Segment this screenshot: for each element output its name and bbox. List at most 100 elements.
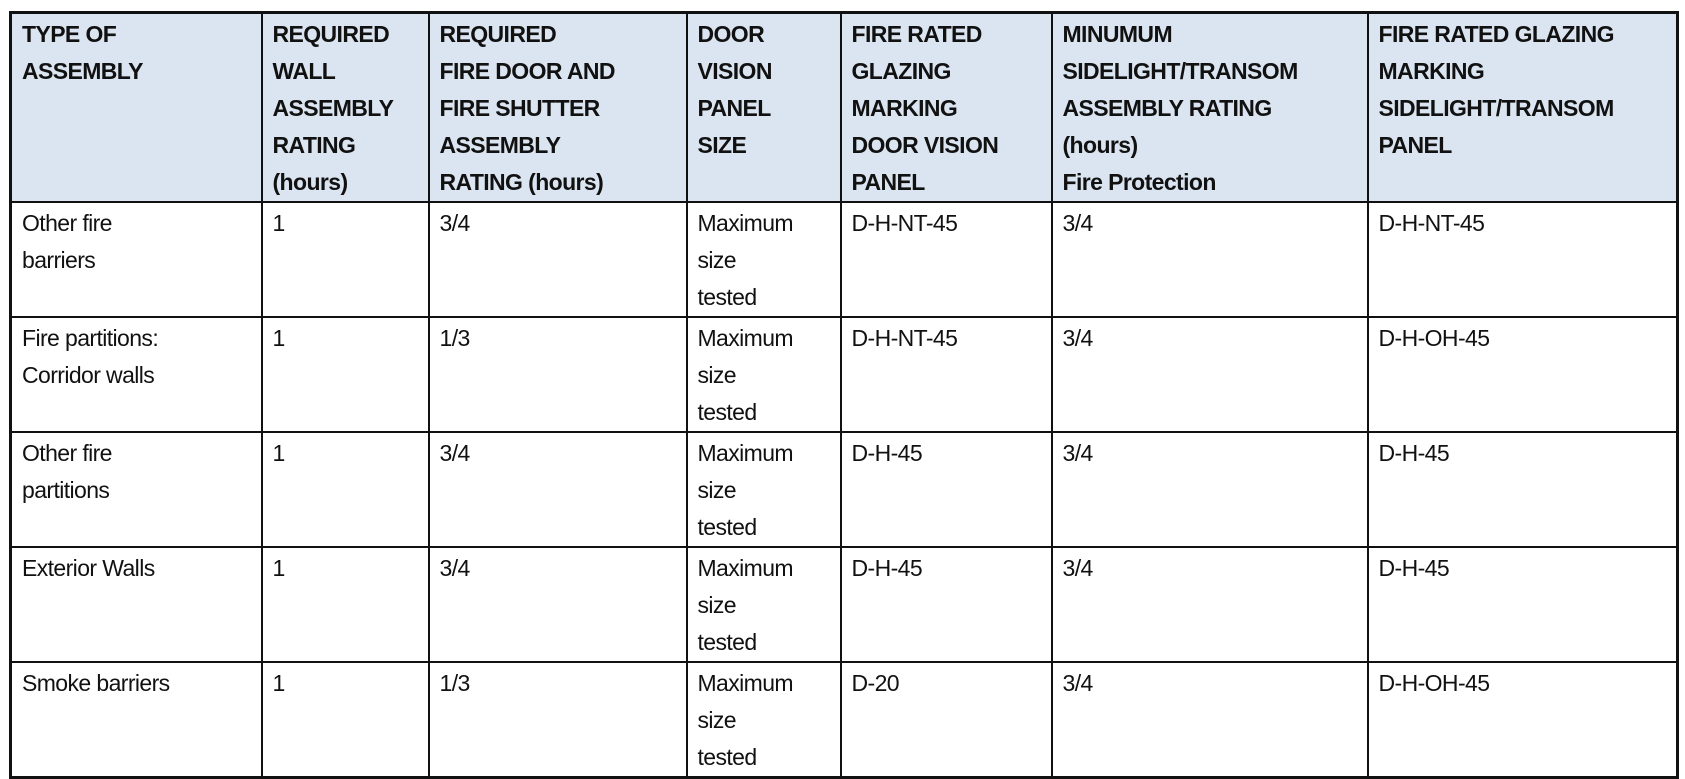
header-line: VISION xyxy=(697,58,773,84)
header-line: DOOR VISION xyxy=(851,132,999,158)
header-line: ASSEMBLY RATING xyxy=(1062,95,1273,121)
cell-sidelight-rating: 3/4 xyxy=(1050,201,1369,318)
header-wall-rating: REQUIRED WALL ASSEMBLY RATING (hours) xyxy=(260,11,430,203)
cell-glazing-marking-door: D-H-NT-45 xyxy=(839,201,1053,318)
cell-line: Maximum xyxy=(697,325,794,351)
cell-wall-rating: 1 xyxy=(260,201,430,318)
cell-line: Smoke barriers xyxy=(22,670,170,696)
cell-glazing-marking-sidelight: D-H-45 xyxy=(1366,546,1679,663)
table-body: Other fire barriers 1 3/4 Maximum size tested D… xyxy=(9,201,1679,779)
cell-sidelight-rating: 3/4 xyxy=(1050,431,1369,548)
cell-sidelight-rating: 3/4 xyxy=(1050,546,1369,663)
header-line: SIZE xyxy=(697,132,747,158)
header-glazing-marking-sidelight: FIRE RATED GLAZING MARKING SIDELIGHT/TRANS… xyxy=(1366,11,1679,203)
table-row: Other fire barriers 1 3/4 Maximum size tested D… xyxy=(9,201,1679,318)
header-line: FIRE DOOR AND xyxy=(439,58,616,84)
table-row: Exterior Walls 1 3/4 Maximum size tested D-H-4… xyxy=(9,546,1679,663)
cell-vision-panel-size: Maximum size tested xyxy=(685,316,842,433)
cell-line: Fire partitions: xyxy=(22,325,159,351)
cell-type-of-assembly: Other fire barriers xyxy=(9,201,263,318)
cell-line: size xyxy=(697,362,737,388)
cell-line: tested xyxy=(697,284,758,310)
header-line: ASSEMBLY xyxy=(22,58,143,84)
cell-wall-rating: 1 xyxy=(260,546,430,663)
cell-line: size xyxy=(697,477,737,503)
cell-line: tested xyxy=(697,744,758,770)
table-row: Other fire partitions 1 3/4 Maximum size teste… xyxy=(9,431,1679,548)
header-line: FIRE RATED GLAZING xyxy=(1378,21,1615,47)
cell-glazing-marking-door: D-20 xyxy=(839,661,1053,779)
cell-line: size xyxy=(697,592,737,618)
header-line: ASSEMBLY xyxy=(272,95,394,121)
cell-vision-panel-size: Maximum size tested xyxy=(685,546,842,663)
cell-type-of-assembly: Fire partitions: Corridor walls xyxy=(9,316,263,433)
cell-line: size xyxy=(697,707,737,733)
cell-line: size xyxy=(697,247,737,273)
cell-glazing-marking-sidelight: D-H-NT-45 xyxy=(1366,201,1679,318)
cell-door-rating: 1/3 xyxy=(427,661,688,779)
cell-vision-panel-size: Maximum size tested xyxy=(685,661,842,779)
header-row: TYPE OF ASSEMBLY REQUIRED WALL ASSEMBLY RATIN… xyxy=(9,11,1679,203)
cell-vision-panel-size: Maximum size tested xyxy=(685,201,842,318)
cell-line: partitions xyxy=(22,477,110,503)
cell-line: Maximum xyxy=(697,670,794,696)
header-line: Fire Protection xyxy=(1062,169,1217,195)
header-line: MINUMUM xyxy=(1062,21,1173,47)
header-line: SIDELIGHT/TRANSOM xyxy=(1062,58,1299,84)
header-line: PANEL xyxy=(851,169,926,195)
cell-type-of-assembly: Smoke barriers xyxy=(9,661,263,779)
cell-line: tested xyxy=(697,629,758,655)
header-line: REQUIRED xyxy=(272,21,390,47)
header-line: ASSEMBLY xyxy=(439,132,561,158)
header-line: REQUIRED xyxy=(439,21,557,47)
header-line: SIDELIGHT/TRANSOM xyxy=(1378,95,1615,121)
header-vision-panel-size: DOOR VISION PANEL SIZE xyxy=(685,11,842,203)
cell-vision-panel-size: Maximum size tested xyxy=(685,431,842,548)
header-line: MARKING xyxy=(851,95,958,121)
cell-door-rating: 3/4 xyxy=(427,546,688,663)
cell-glazing-marking-door: D-H-NT-45 xyxy=(839,316,1053,433)
cell-wall-rating: 1 xyxy=(260,431,430,548)
cell-line: Corridor walls xyxy=(22,362,155,388)
cell-line: Other fire xyxy=(22,210,112,236)
cell-door-rating: 3/4 xyxy=(427,431,688,548)
cell-wall-rating: 1 xyxy=(260,316,430,433)
table-row: Fire partitions: Corridor walls 1 1/3 Maximu… xyxy=(9,316,1679,433)
header-line: WALL xyxy=(272,58,336,84)
header-line: RATING xyxy=(272,132,356,158)
header-line: RATING (hours) xyxy=(439,169,604,195)
cell-line: Exterior Walls xyxy=(22,555,155,581)
cell-sidelight-rating: 3/4 xyxy=(1050,661,1369,779)
cell-line: barriers xyxy=(22,247,96,273)
table-row: Smoke barriers 1 1/3 Maximum size tested D-20 3… xyxy=(9,661,1679,779)
fire-rating-table: TYPE OF ASSEMBLY REQUIRED WALL ASSEMBLY RATIN… xyxy=(9,11,1679,779)
cell-sidelight-rating: 3/4 xyxy=(1050,316,1369,433)
cell-glazing-marking-sidelight: D-H-OH-45 xyxy=(1366,661,1679,779)
cell-line: Maximum xyxy=(697,440,794,466)
header-glazing-marking-door: FIRE RATED GLAZING MARKING DOOR VISION PANEL xyxy=(839,11,1053,203)
cell-glazing-marking-sidelight: D-H-45 xyxy=(1366,431,1679,548)
cell-wall-rating: 1 xyxy=(260,661,430,779)
cell-glazing-marking-door: D-H-45 xyxy=(839,431,1053,548)
header-line: GLAZING xyxy=(851,58,952,84)
cell-line: tested xyxy=(697,399,758,425)
cell-line: tested xyxy=(697,514,758,540)
header-line: FIRE SHUTTER xyxy=(439,95,601,121)
header-line: (hours) xyxy=(1062,132,1139,158)
cell-door-rating: 3/4 xyxy=(427,201,688,318)
cell-line: Maximum xyxy=(697,210,794,236)
cell-type-of-assembly: Exterior Walls xyxy=(9,546,263,663)
cell-glazing-marking-sidelight: D-H-OH-45 xyxy=(1366,316,1679,433)
cell-type-of-assembly: Other fire partitions xyxy=(9,431,263,548)
header-line: PANEL xyxy=(1378,132,1453,158)
cell-line: Maximum xyxy=(697,555,794,581)
header-line: MARKING xyxy=(1378,58,1485,84)
header-sidelight-rating: MINUMUM SIDELIGHT/TRANSOM ASSEMBLY RATING (… xyxy=(1050,11,1369,203)
header-type-of-assembly: TYPE OF ASSEMBLY xyxy=(9,11,263,203)
cell-door-rating: 1/3 xyxy=(427,316,688,433)
header-line: TYPE OF xyxy=(22,21,117,47)
header-line: (hours) xyxy=(272,169,349,195)
cell-glazing-marking-door: D-H-45 xyxy=(839,546,1053,663)
header-line: PANEL xyxy=(697,95,772,121)
header-door-rating: REQUIRED FIRE DOOR AND FIRE SHUTTER ASSEMBL… xyxy=(427,11,688,203)
